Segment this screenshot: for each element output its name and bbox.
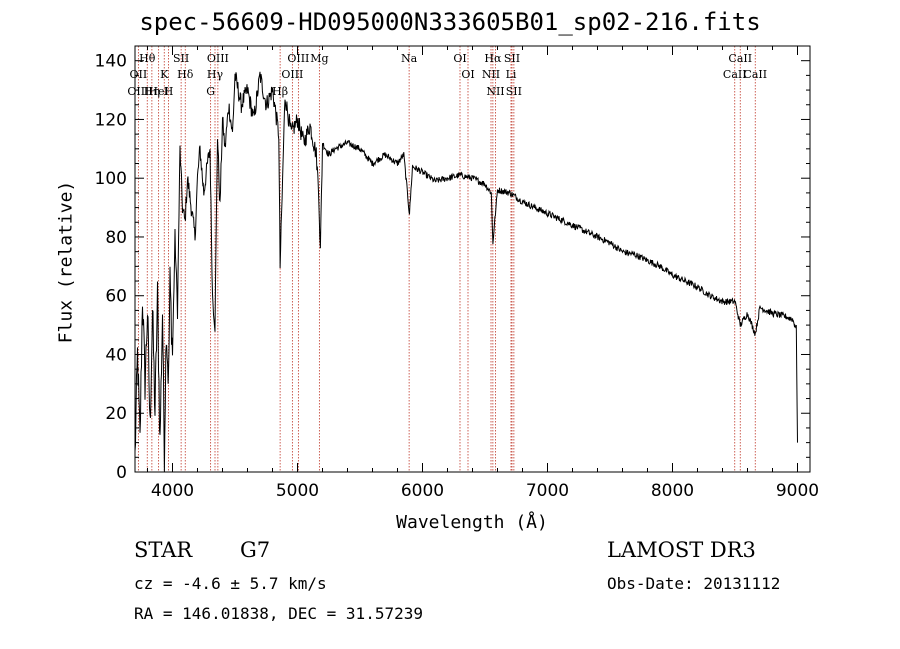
- line-label-12: OIII: [287, 52, 309, 65]
- line-label-13: OIII: [281, 68, 303, 81]
- line-label-25: CaII: [728, 52, 752, 65]
- y-tick-label-0: 0: [116, 463, 127, 483]
- spectral-line-markers: [137, 46, 756, 472]
- line-label-7: H: [164, 85, 174, 98]
- y-tick-label-1: 20: [105, 404, 127, 424]
- line-label-26: CaII: [723, 68, 747, 81]
- redshift-cz: cz = -4.6 ± 5.7 km/s: [134, 574, 327, 593]
- x-tick-label-1: 5000: [276, 481, 319, 501]
- x-tick-label-3: 7000: [526, 481, 569, 501]
- tick-labels: 4000 5000 6000 7000 8000 9000 0 20 40 60 80 100 120 1…: [95, 52, 820, 501]
- x-axis-label: Wavelength (Å): [396, 512, 548, 533]
- plot-frame: [134, 45, 811, 473]
- y-tick-label-4: 80: [105, 228, 127, 248]
- coordinates: RA = 146.01838, DEC = 31.57239: [134, 604, 423, 623]
- y-tick-label-7: 140: [95, 52, 127, 72]
- y-tick-label-3: 60: [105, 287, 127, 307]
- object-class: STAR: [134, 538, 193, 562]
- flux-series: [134, 71, 798, 473]
- line-label-4: HeI: [148, 85, 168, 98]
- line-label-8: Hδ: [177, 68, 194, 81]
- line-label-20: NII: [482, 68, 500, 81]
- line-label-3: K: [160, 68, 169, 81]
- line-label-18: OI: [461, 68, 474, 81]
- axes: [134, 45, 811, 473]
- line-label-1: OII: [130, 68, 148, 81]
- y-axis-label: Flux (relative): [55, 180, 77, 344]
- line-label-14: Mg: [310, 52, 328, 65]
- line-label-0: Hθ: [139, 52, 156, 65]
- line-label-5: Hη: [144, 85, 160, 98]
- flux-line: [134, 71, 798, 473]
- line-label-24: SII: [506, 85, 522, 98]
- y-tick-label-2: 40: [105, 345, 127, 365]
- line-label-19: Hα: [484, 52, 502, 65]
- line-label-9: OIII: [207, 52, 229, 65]
- line-label-27: CaII: [743, 68, 767, 81]
- spectral-line-labels: HθOIIOIIIKHeIHηSIIHHδOIIIHγGOIIIOIIIMgHβ…: [127, 52, 767, 98]
- x-tick-label-0: 4000: [151, 481, 194, 501]
- y-tick-label-5: 100: [95, 169, 127, 189]
- line-label-6: SII: [173, 52, 189, 65]
- x-tick-label-4: 8000: [651, 481, 694, 501]
- y-tick-label-6: 120: [95, 110, 127, 130]
- line-label-17: OI: [453, 52, 466, 65]
- survey-name: LAMOST DR3: [607, 538, 756, 562]
- line-label-16: Na: [401, 52, 418, 65]
- line-label-2: OIII: [127, 85, 149, 98]
- line-label-11: G: [206, 85, 215, 98]
- line-label-22: SII: [504, 52, 520, 65]
- object-subclass: G7: [240, 538, 271, 562]
- line-label-15: Hβ: [272, 85, 288, 98]
- line-label-23: Li: [506, 68, 517, 81]
- line-label-10: Hγ: [207, 68, 224, 81]
- x-tick-label-2: 6000: [401, 481, 444, 501]
- observation-date: Obs-Date: 20131112: [607, 574, 781, 593]
- chart-title: spec-56609-HD095000N333605B01_sp02-216.f…: [139, 8, 761, 36]
- x-tick-label-5: 9000: [776, 481, 819, 501]
- line-label-21: NII: [486, 85, 504, 98]
